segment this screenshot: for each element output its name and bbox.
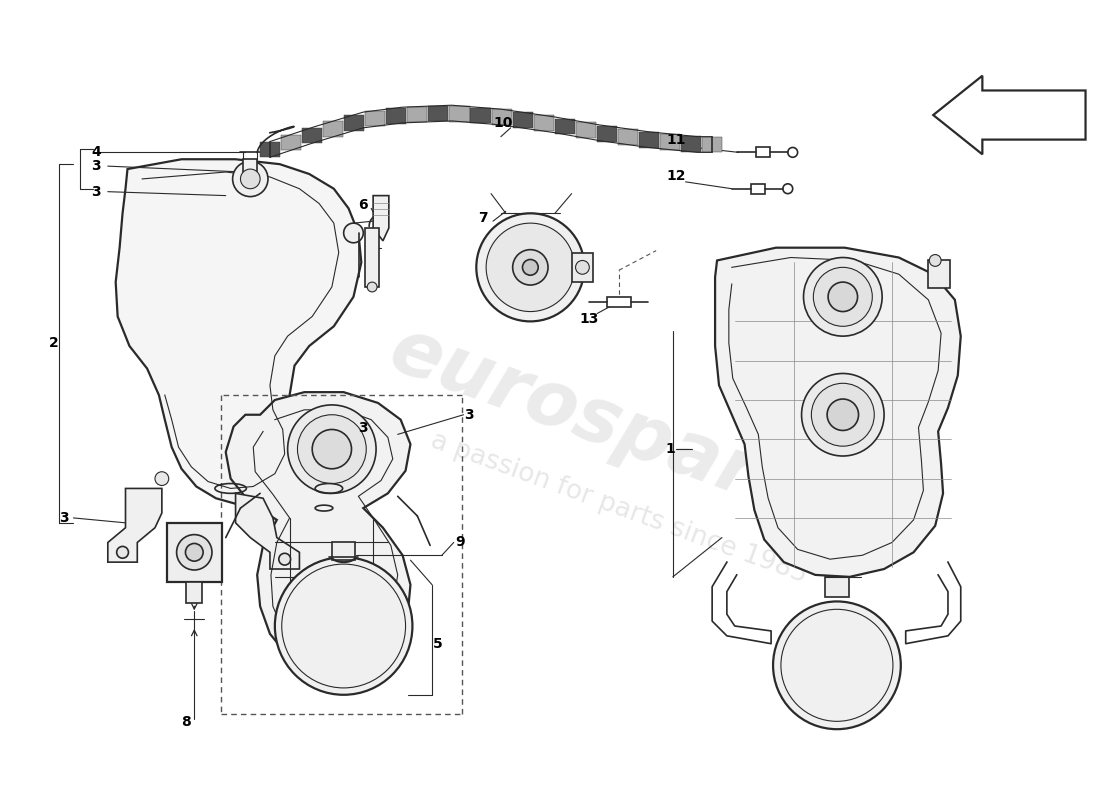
Bar: [332, 542, 355, 560]
Circle shape: [522, 259, 538, 275]
Polygon shape: [116, 159, 361, 505]
Text: a passion for parts since 1985: a passion for parts since 1985: [427, 428, 811, 589]
Bar: [407, 106, 428, 122]
Bar: [492, 110, 512, 125]
Bar: [702, 137, 723, 152]
Bar: [167, 523, 222, 582]
Text: 3: 3: [58, 511, 68, 525]
Polygon shape: [365, 228, 380, 287]
Text: eurospares: eurospares: [379, 312, 858, 547]
Polygon shape: [373, 196, 388, 241]
Circle shape: [343, 223, 363, 242]
Bar: [260, 142, 280, 158]
Bar: [302, 127, 322, 143]
Circle shape: [275, 558, 412, 694]
Text: 1: 1: [666, 442, 674, 456]
Circle shape: [287, 405, 376, 494]
Text: 11: 11: [666, 133, 685, 146]
Text: 12: 12: [666, 169, 685, 183]
Bar: [825, 577, 849, 597]
Circle shape: [155, 472, 168, 486]
Bar: [471, 107, 491, 123]
Circle shape: [828, 282, 858, 311]
Circle shape: [513, 250, 548, 285]
Text: 3: 3: [464, 408, 474, 422]
Text: 9: 9: [454, 535, 464, 550]
Polygon shape: [108, 489, 162, 562]
Bar: [534, 115, 553, 131]
Text: 3: 3: [91, 185, 101, 198]
Circle shape: [930, 254, 942, 266]
Circle shape: [803, 258, 882, 336]
Text: 3: 3: [359, 421, 369, 434]
Circle shape: [241, 169, 260, 189]
Bar: [428, 106, 449, 122]
Text: 5: 5: [433, 637, 443, 650]
Bar: [186, 582, 202, 603]
Circle shape: [117, 546, 129, 558]
Text: 7: 7: [478, 211, 488, 226]
Polygon shape: [933, 76, 1086, 154]
Circle shape: [486, 223, 574, 311]
Bar: [572, 253, 593, 282]
Bar: [344, 115, 364, 130]
Bar: [554, 118, 575, 134]
Circle shape: [297, 414, 366, 483]
Text: 6: 6: [359, 198, 369, 213]
Circle shape: [367, 282, 377, 292]
Bar: [757, 147, 770, 158]
Bar: [681, 136, 701, 152]
Bar: [280, 134, 301, 150]
Bar: [751, 184, 766, 194]
Bar: [374, 198, 388, 226]
Polygon shape: [226, 392, 410, 673]
Circle shape: [802, 374, 884, 456]
Text: 13: 13: [580, 313, 600, 326]
Bar: [365, 110, 385, 126]
Text: 4: 4: [91, 146, 101, 159]
Bar: [513, 112, 532, 128]
Bar: [660, 134, 680, 150]
Bar: [618, 129, 638, 145]
Bar: [323, 121, 343, 137]
Text: 10: 10: [493, 116, 513, 130]
Bar: [639, 132, 659, 147]
Bar: [607, 297, 630, 306]
Circle shape: [186, 543, 204, 561]
Bar: [928, 261, 950, 288]
Text: 8: 8: [182, 715, 191, 730]
Bar: [450, 106, 470, 122]
Bar: [243, 159, 257, 179]
Circle shape: [177, 534, 212, 570]
Polygon shape: [715, 248, 960, 577]
Polygon shape: [235, 494, 299, 569]
Circle shape: [312, 430, 352, 469]
Circle shape: [232, 162, 268, 197]
Text: 3: 3: [91, 159, 101, 173]
Circle shape: [476, 214, 584, 322]
Circle shape: [813, 267, 872, 326]
Bar: [575, 122, 596, 138]
Circle shape: [812, 383, 874, 446]
Circle shape: [278, 554, 290, 565]
Circle shape: [575, 261, 590, 274]
Circle shape: [773, 602, 901, 729]
Text: 2: 2: [48, 336, 58, 350]
Bar: [597, 126, 617, 142]
Bar: [386, 108, 406, 124]
Circle shape: [827, 399, 858, 430]
